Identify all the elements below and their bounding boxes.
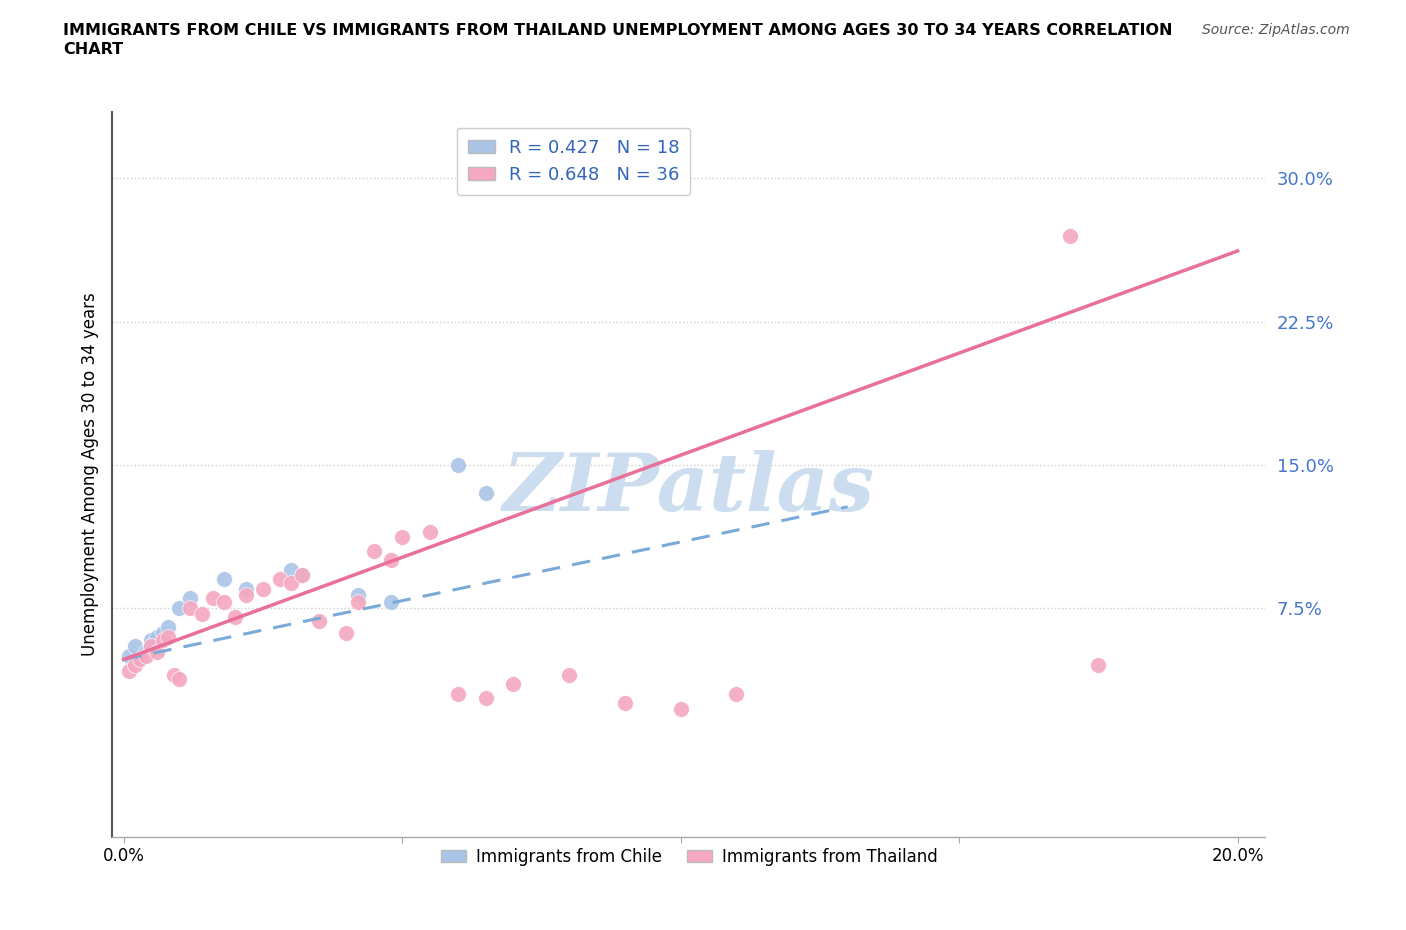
Point <box>135 648 157 663</box>
Y-axis label: Unemployment Among Ages 30 to 34 years: Unemployment Among Ages 30 to 34 years <box>80 292 98 657</box>
Point <box>152 625 174 640</box>
Point <box>346 587 368 602</box>
Point <box>201 591 224 605</box>
Point <box>346 595 368 610</box>
Text: Source: ZipAtlas.com: Source: ZipAtlas.com <box>1202 23 1350 37</box>
Point <box>291 568 314 583</box>
Text: CHART: CHART <box>63 42 124 57</box>
Point <box>190 606 212 621</box>
Point <box>291 568 314 583</box>
Point <box>280 563 302 578</box>
Point <box>129 652 152 667</box>
Point <box>146 629 169 644</box>
Point <box>1087 658 1109 672</box>
Point <box>363 543 385 558</box>
Point <box>252 581 274 596</box>
Point <box>1059 228 1081 243</box>
Point <box>335 625 357 640</box>
Point <box>129 652 152 667</box>
Legend: Immigrants from Chile, Immigrants from Thailand: Immigrants from Chile, Immigrants from T… <box>434 841 943 872</box>
Point <box>558 668 581 683</box>
Point <box>380 552 402 567</box>
Point <box>447 686 470 701</box>
Point <box>152 633 174 648</box>
Point <box>669 701 692 716</box>
Point <box>157 619 180 634</box>
Point <box>157 629 180 644</box>
Point <box>502 677 524 692</box>
Point <box>235 587 257 602</box>
Point <box>169 671 191 686</box>
Point <box>169 601 191 616</box>
Point <box>146 644 169 659</box>
Point <box>118 663 141 678</box>
Point <box>135 644 157 659</box>
Point <box>141 639 163 654</box>
Point <box>179 601 201 616</box>
Point <box>141 633 163 648</box>
Point <box>124 658 146 672</box>
Point <box>124 639 146 654</box>
Point <box>163 668 186 683</box>
Point <box>474 486 496 501</box>
Point <box>118 648 141 663</box>
Point <box>380 595 402 610</box>
Point <box>179 591 201 605</box>
Point <box>613 696 636 711</box>
Text: IMMIGRANTS FROM CHILE VS IMMIGRANTS FROM THAILAND UNEMPLOYMENT AMONG AGES 30 TO : IMMIGRANTS FROM CHILE VS IMMIGRANTS FROM… <box>63 23 1173 38</box>
Point <box>419 525 441 539</box>
Point <box>474 690 496 705</box>
Point <box>391 530 413 545</box>
Point <box>280 576 302 591</box>
Point <box>308 614 330 629</box>
Point <box>224 610 246 625</box>
Point <box>447 458 470 472</box>
Text: ZIPatlas: ZIPatlas <box>503 450 875 527</box>
Point <box>212 572 235 587</box>
Point <box>725 686 748 701</box>
Point <box>269 572 291 587</box>
Point <box>212 595 235 610</box>
Point <box>235 581 257 596</box>
